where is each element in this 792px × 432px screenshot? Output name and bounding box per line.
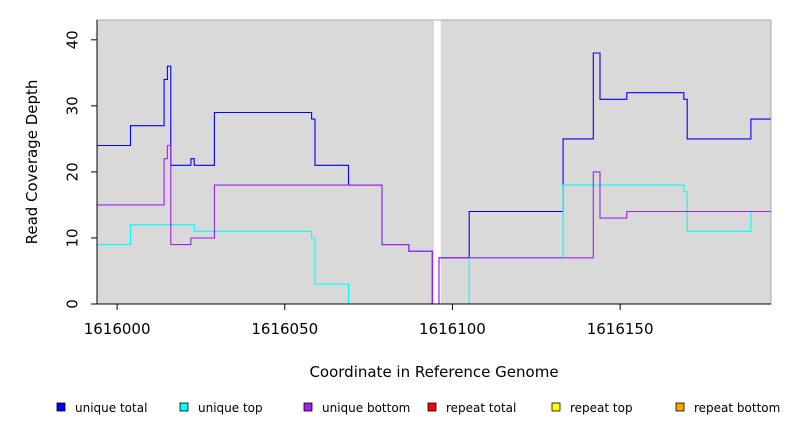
legend-swatch bbox=[427, 402, 437, 412]
legend-label: repeat bottom bbox=[694, 401, 780, 415]
x-tick-label: 1616000 bbox=[84, 320, 151, 338]
gap-band bbox=[434, 20, 441, 304]
y-axis-ticks: 0 10 20 30 40 bbox=[64, 30, 97, 309]
legend-label: repeat top bbox=[570, 401, 633, 415]
legend-swatch bbox=[56, 402, 66, 412]
legend-swatch bbox=[551, 402, 561, 412]
legend-swatch bbox=[179, 402, 189, 412]
legend-label: unique total bbox=[75, 401, 147, 415]
y-tick-label: 40 bbox=[64, 30, 82, 49]
x-axis-label: Coordinate in Reference Genome bbox=[309, 363, 558, 381]
x-tick-label: 1616150 bbox=[587, 320, 654, 338]
x-axis-ticks: 1616000 1616050 1616100 1616150 bbox=[84, 304, 654, 338]
legend-swatch bbox=[675, 402, 685, 412]
legend-swatch bbox=[303, 402, 313, 412]
x-tick-label: 1616100 bbox=[419, 320, 486, 338]
y-tick-label: 0 bbox=[64, 299, 82, 309]
legend-label: unique bottom bbox=[322, 401, 410, 415]
y-axis-label: Read Coverage Depth bbox=[23, 80, 41, 245]
x-tick-label: 1616050 bbox=[251, 320, 318, 338]
y-tick-label: 30 bbox=[64, 96, 82, 115]
legend: unique total unique top unique bottom repea… bbox=[56, 401, 780, 415]
legend-label: repeat total bbox=[446, 401, 516, 415]
legend-label: unique top bbox=[198, 401, 263, 415]
series-line-unique-bottom bbox=[97, 144, 771, 305]
y-tick-label: 20 bbox=[64, 162, 82, 181]
y-tick-label: 10 bbox=[64, 228, 82, 247]
